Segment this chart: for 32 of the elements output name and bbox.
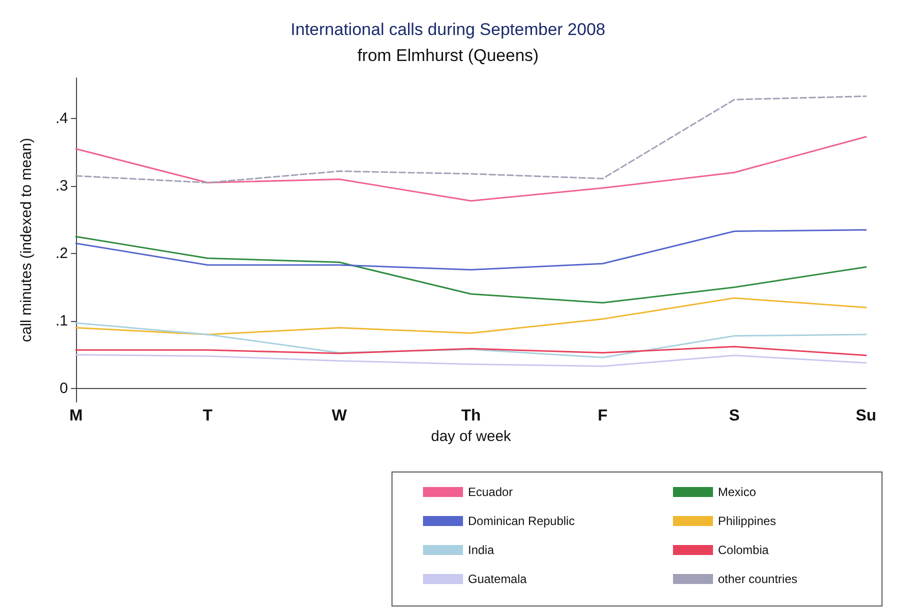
x-tick-label: F [598,408,608,424]
legend-label: Philippines [718,514,776,528]
line-series [75,346,867,356]
y-tick-label: .4 [55,110,68,127]
y-tick-label: 0 [60,380,68,397]
x-tick-label: W [332,408,348,424]
legend-label: Mexico [718,485,756,499]
legend-label: Dominican Republic [468,514,575,528]
line-series [75,136,867,202]
y-tick-label: .2 [55,245,68,262]
x-tick-label: S [728,408,740,424]
x-tick-label: Su [856,408,876,424]
line-series [75,236,867,304]
line-series [75,322,867,358]
y-tick-label: .1 [55,312,68,330]
y-axis-title: call minutes (indexed to mean) [18,138,35,342]
line-series [75,95,867,184]
line-series [75,297,867,336]
x-tick-label: Th [461,408,481,424]
line-series [75,354,867,367]
legend-label: other countries [718,572,798,586]
legend-label: India [468,543,494,557]
x-axis-title: day of week [430,428,512,445]
legend-label: Colombia [718,543,770,557]
chart-title: International calls during September 2008 [290,20,606,39]
chart-subtitle: from Elmhurst (Queens) [357,46,539,65]
y-tick-label: .3 [55,178,68,194]
x-tick-label: M [69,408,83,424]
x-tick-label: T [202,408,213,424]
legend-label: Guatemala [468,572,528,586]
line-series [75,229,867,270]
legend-label: Ecuador [468,485,513,499]
